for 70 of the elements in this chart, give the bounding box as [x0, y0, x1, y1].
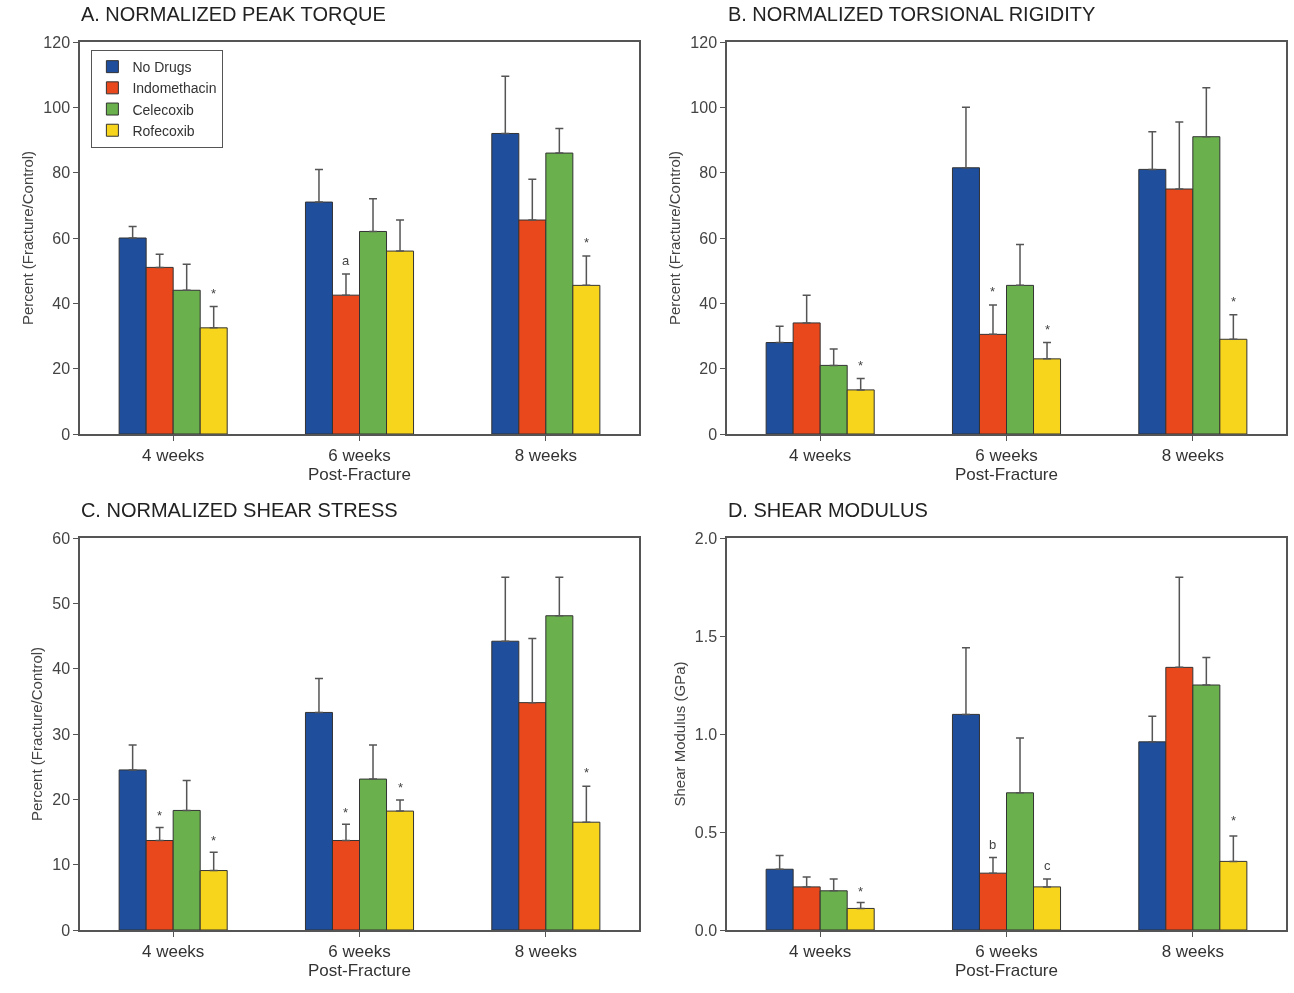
annotation: * [1231, 813, 1237, 828]
y-tick-label: 20 [699, 360, 718, 378]
y-tick-label: 40 [52, 660, 71, 678]
y-tick-label: 20 [52, 790, 71, 808]
y-tick-label: 30 [52, 725, 71, 743]
annotation: * [584, 765, 590, 780]
y-tick-label: 40 [699, 294, 718, 312]
y-axis-title: Percent (Fracture/Control) [28, 646, 45, 822]
annotation: * [858, 884, 864, 899]
annotation: * [1045, 322, 1051, 337]
y-tick-label: 120 [690, 33, 718, 51]
legend-label: Celecoxib [132, 101, 195, 118]
y-axis-title: Percent (Fracture/Control) [19, 150, 37, 326]
y-tick-label: 80 [52, 164, 71, 182]
annotation: a [342, 253, 350, 268]
y-tick-label: 60 [52, 229, 71, 247]
x-axis-title: Post-Fracture [955, 465, 1058, 485]
chart-title: A. NORMALIZED PEAK TORQUE [80, 3, 386, 26]
y-tick-label: 0.5 [694, 823, 718, 841]
x-axis-title: Post-Fracture [308, 961, 411, 981]
annotation: * [398, 780, 404, 795]
y-tick-label: 0 [61, 921, 71, 939]
y-tick-label: 50 [52, 594, 71, 612]
y-axis-title: Percent (Fracture/Control) [666, 150, 684, 326]
x-tick-label: 4 weeks [788, 942, 852, 962]
annotation: * [211, 286, 217, 301]
annotation: * [858, 358, 864, 373]
y-axis-title: Shear Modulus (GPa) [670, 661, 688, 807]
y-tick-label: 10 [52, 856, 71, 874]
x-tick-label: 6 weeks [328, 446, 391, 466]
y-tick-label: 100 [690, 98, 718, 116]
annotation: c [1044, 858, 1051, 873]
y-tick-label: 0.0 [694, 921, 718, 939]
y-tick-label: 0 [61, 425, 71, 443]
y-tick-label: 60 [699, 229, 718, 247]
y-tick-label: 40 [52, 294, 71, 312]
y-tick-label: 1.5 [694, 627, 718, 645]
legend-label: Rofecoxib [132, 122, 195, 139]
x-tick-label: 6 weeks [975, 446, 1038, 466]
y-tick-label: 20 [52, 360, 71, 378]
legend-label: Indomethacin [132, 80, 217, 97]
annotation: * [211, 833, 217, 848]
x-tick-label: 8 weeks [514, 942, 578, 962]
chart-title: B. NORMALIZED TORSIONAL RIGIDITY [727, 3, 1096, 26]
y-tick-label: 1.0 [694, 725, 718, 743]
y-tick-label: 80 [699, 164, 718, 182]
x-tick-label: 8 weeks [1161, 446, 1225, 466]
annotation: b [989, 837, 997, 852]
y-tick-label: 120 [43, 33, 71, 51]
y-tick-label: 2.0 [694, 529, 718, 547]
x-tick-label: 6 weeks [975, 942, 1038, 962]
chart-title: D. SHEAR MODULUS [727, 499, 928, 522]
x-axis-title: Post-Fracture [955, 961, 1058, 981]
y-tick-label: 100 [43, 98, 71, 116]
x-axis-title: Post-Fracture [308, 465, 411, 485]
y-tick-label: 0 [708, 425, 718, 443]
annotation: * [584, 235, 590, 250]
x-tick-label: 8 weeks [1161, 942, 1225, 962]
chart-title: C. NORMALIZED SHEAR STRESS [80, 499, 398, 522]
x-tick-label: 8 weeks [514, 446, 578, 466]
x-tick-label: 4 weeks [788, 446, 852, 466]
annotation: * [343, 805, 349, 820]
legend-label: No Drugs [132, 59, 192, 76]
annotation: * [1231, 294, 1237, 309]
x-tick-label: 6 weeks [328, 942, 391, 962]
x-tick-label: 4 weeks [141, 942, 205, 962]
annotation: * [990, 284, 996, 299]
x-tick-label: 4 weeks [141, 446, 205, 466]
annotation: * [157, 808, 163, 823]
y-tick-label: 60 [52, 529, 71, 547]
